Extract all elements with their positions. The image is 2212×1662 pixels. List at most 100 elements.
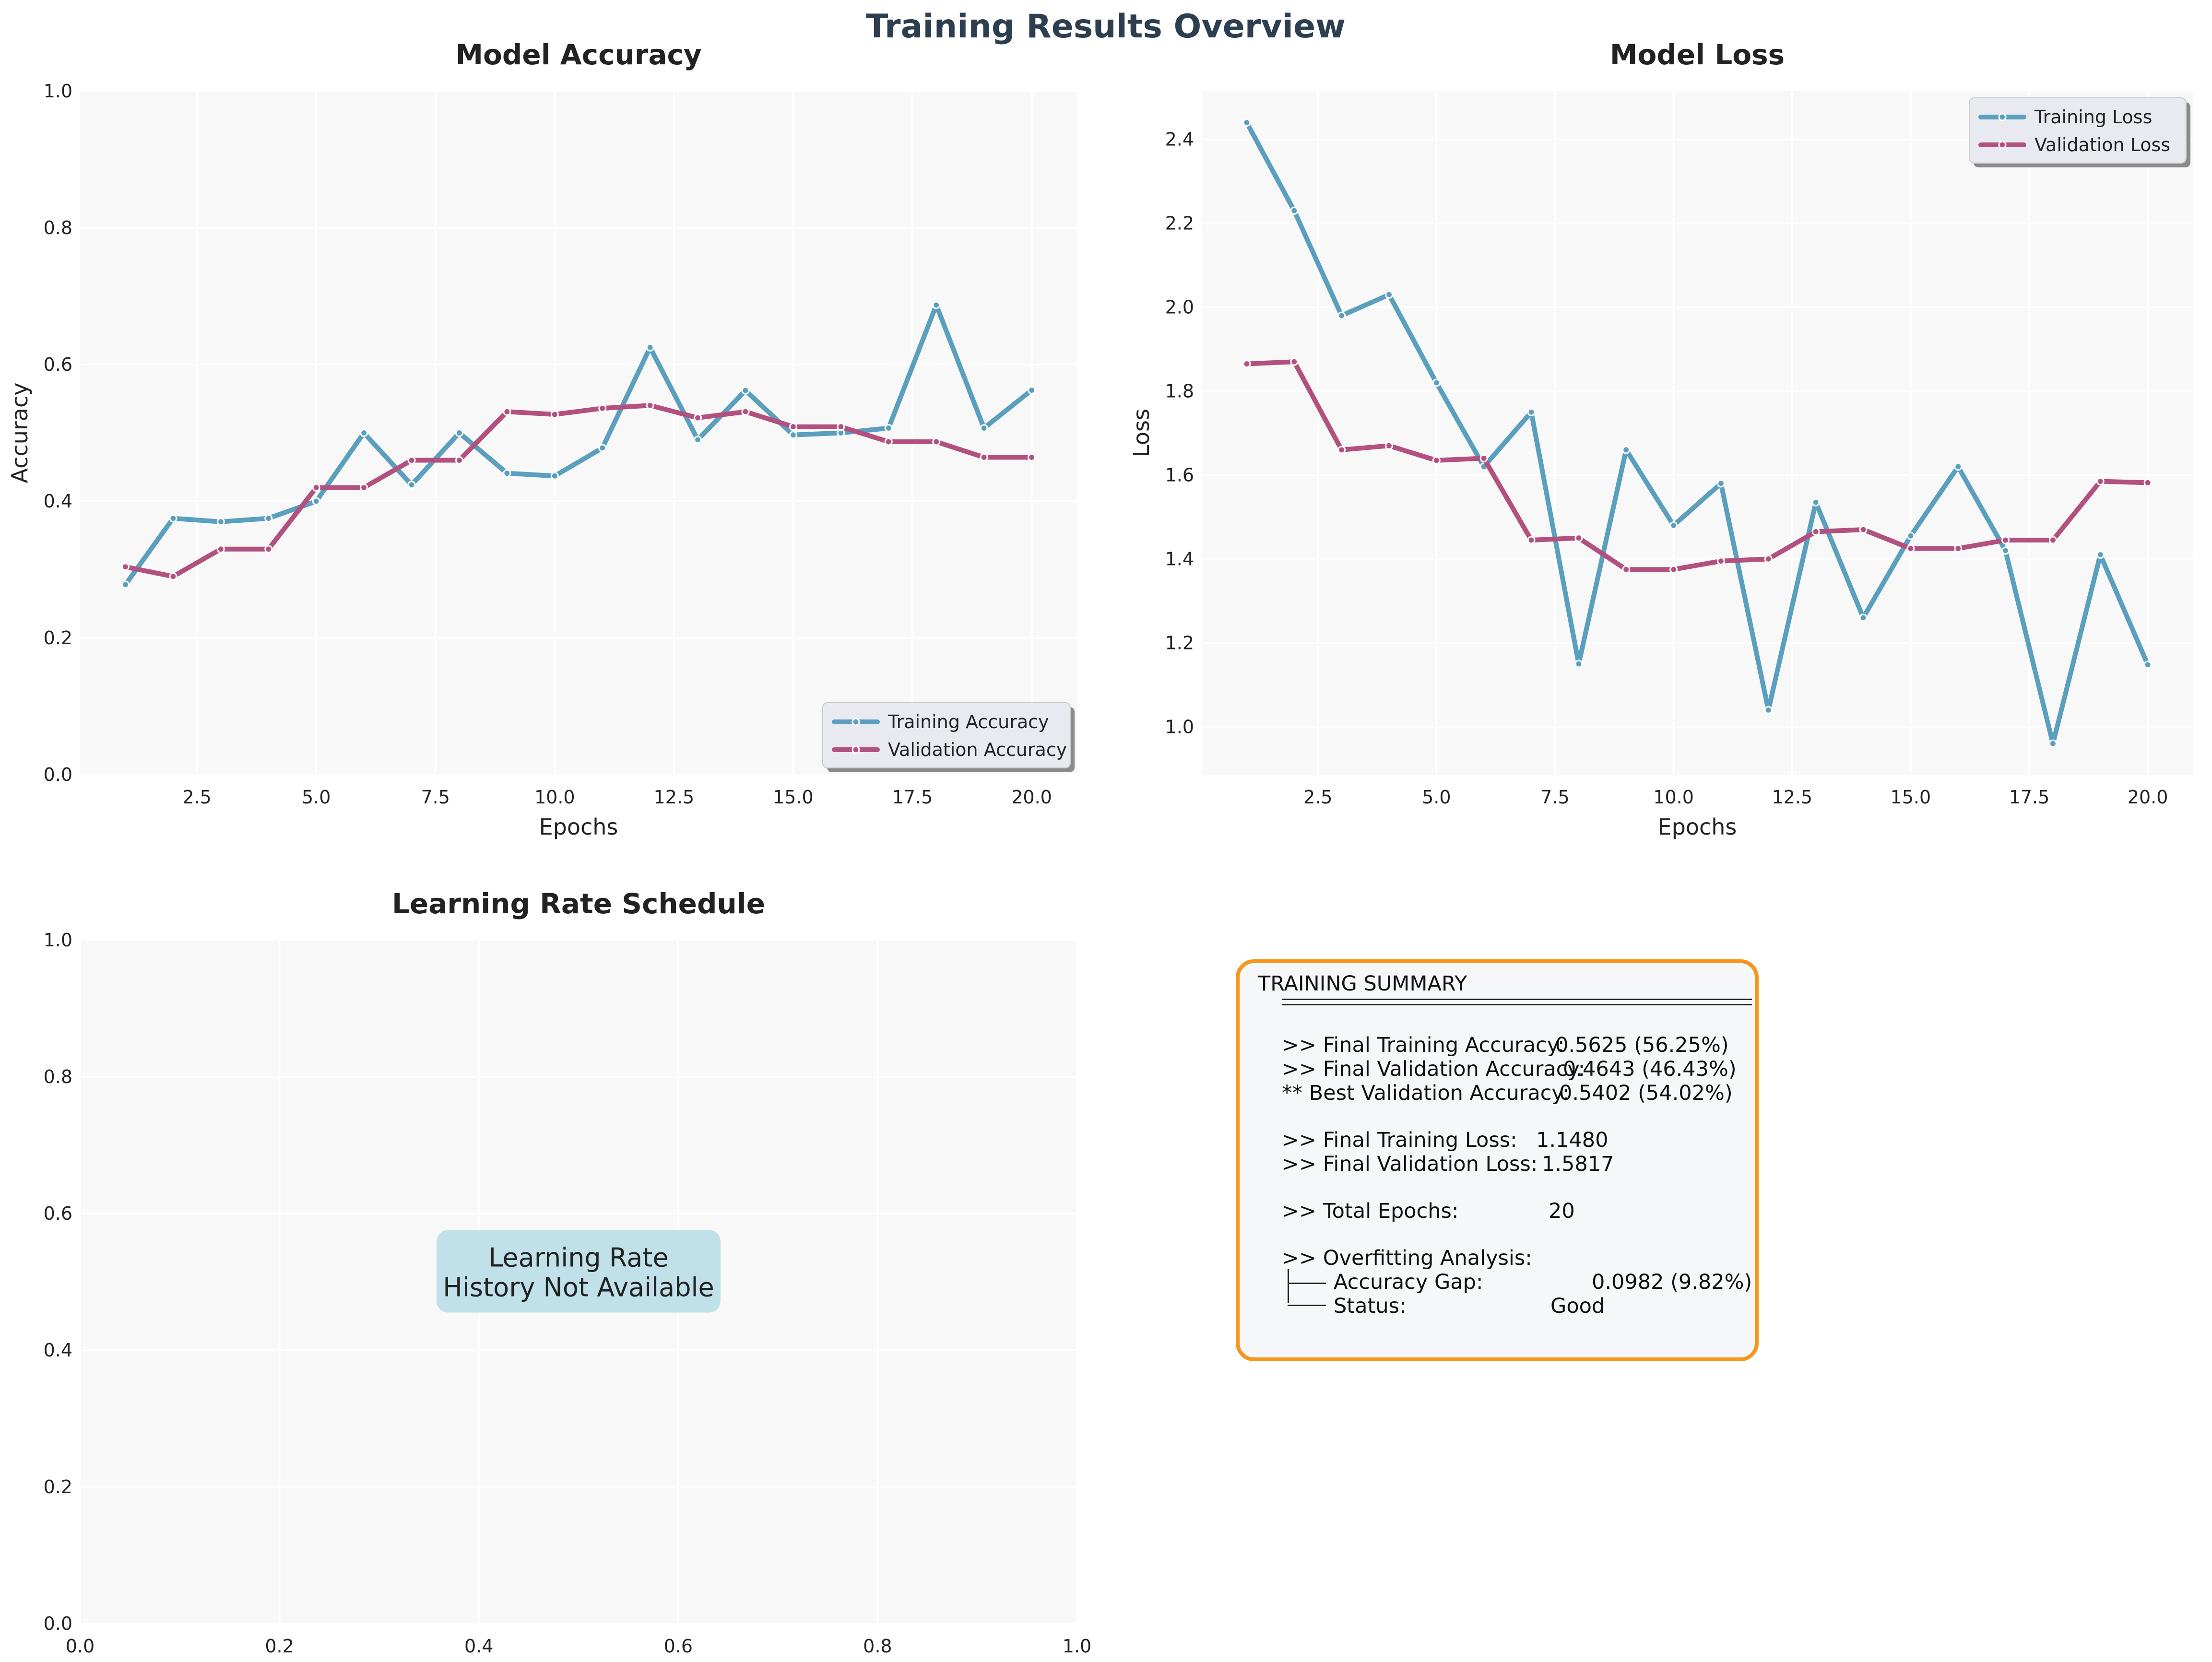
data-point — [360, 483, 368, 492]
data-point — [121, 580, 130, 589]
annotation-text: History Not Available — [443, 1273, 714, 1303]
data-point — [1290, 357, 1299, 366]
data-point — [980, 424, 988, 433]
data-point — [2143, 660, 2152, 669]
legend-marker — [852, 745, 860, 754]
x-tick-label: 7.5 — [1540, 787, 1569, 808]
data-point — [2048, 739, 2057, 748]
data-point — [1669, 565, 1678, 574]
data-point — [1811, 528, 1820, 536]
y-tick-label: 1.0 — [44, 930, 72, 951]
data-point — [455, 456, 463, 464]
data-point — [1527, 408, 1536, 416]
data-point — [1811, 498, 1820, 507]
data-point — [598, 404, 607, 413]
x-tick-label: 7.5 — [421, 787, 450, 808]
chart-title: Model Loss — [1610, 38, 1785, 71]
data-point — [789, 423, 797, 431]
legend: Training Loss Validation Loss — [1969, 97, 2190, 167]
accuracy-gap-value: 0.0982 (9.82%) — [1592, 1270, 1752, 1294]
series-line-1 — [123, 303, 1034, 587]
plot-area — [80, 91, 1077, 775]
y-tick-label: 1.8 — [1165, 380, 1194, 401]
data-point — [2001, 536, 2010, 544]
chart-panel-2: 2.5 5.0 7.5 10.0 12.5 15.0 17.5 20.0 1.0 1.2 1.4 1.… — [1128, 38, 2193, 840]
y-tick-label: 0.2 — [44, 1476, 72, 1497]
data-point — [1574, 534, 1583, 542]
data-point — [646, 343, 654, 352]
y-tick-label: 1.6 — [1165, 464, 1194, 485]
data-point — [360, 429, 368, 437]
total-epochs-value: 20 — [1549, 1199, 1575, 1223]
legend-label: Validation Accuracy — [888, 739, 1067, 760]
summary-title: TRAINING SUMMARY — [1258, 972, 1467, 996]
chart-title: Learning Rate Schedule — [392, 887, 765, 920]
x-tick-label: 2.5 — [182, 787, 211, 808]
data-point — [1384, 290, 1393, 299]
x-axis-label: Epochs — [539, 814, 618, 840]
x-tick-label: 17.5 — [892, 787, 933, 808]
y-axis-label: Accuracy — [7, 382, 33, 483]
x-axis-label: Epochs — [1658, 814, 1737, 840]
best-val-acc-label: ** Best Validation Accuracy: — [1282, 1081, 1570, 1105]
x-tick-label: 12.5 — [1772, 787, 1812, 808]
x-tick-label: 5.0 — [302, 787, 331, 808]
data-point — [1337, 446, 1346, 454]
x-tick-label: 0.2 — [265, 1636, 294, 1657]
x-tick-label: 20.0 — [2128, 787, 2168, 808]
data-point — [789, 431, 797, 439]
series-line-2 — [1244, 359, 2151, 572]
data-point — [1028, 453, 1036, 461]
status-value: Good — [1550, 1294, 1605, 1318]
x-tick-label: 5.0 — [1422, 787, 1451, 808]
x-tick-label: 20.0 — [1011, 787, 1052, 808]
x-tick-label: 15.0 — [773, 787, 814, 808]
data-point — [216, 518, 225, 526]
data-point — [1622, 565, 1631, 574]
y-tick-label: 1.2 — [1165, 632, 1194, 653]
x-tick-label: 0.0 — [66, 1636, 95, 1657]
data-point — [980, 453, 988, 461]
data-point — [1242, 118, 1251, 127]
data-point — [1432, 378, 1441, 387]
legend-marker — [852, 718, 860, 726]
data-point — [1954, 544, 1963, 553]
y-tick-label: 0.8 — [44, 1066, 72, 1087]
annotation-text: Learning Rate — [488, 1243, 668, 1273]
data-point — [1337, 311, 1346, 320]
y-tick-label: 1.0 — [1165, 716, 1194, 737]
series-line-2 — [123, 403, 1034, 579]
data-point — [312, 483, 320, 492]
overfitting-label: >> Overfitting Analysis: — [1282, 1246, 1532, 1270]
y-tick-label: 0.6 — [44, 1203, 72, 1224]
data-point — [2096, 477, 2105, 486]
data-point — [694, 436, 702, 444]
data-point — [1906, 544, 1915, 553]
data-point — [1028, 386, 1036, 394]
data-point — [264, 545, 273, 554]
data-point — [884, 424, 893, 433]
data-point — [1384, 441, 1393, 450]
chart-panel-3: 0.0 0.2 0.4 0.6 0.8 1.0 0.0 0.2 0.4 0.6 0.8 1.0 Lear… — [44, 887, 1092, 1657]
y-tick-label: 0.4 — [44, 1340, 72, 1361]
y-tick-label: 0.6 — [44, 354, 72, 375]
data-point — [550, 471, 559, 480]
data-point — [1432, 456, 1441, 465]
data-point — [1906, 531, 1915, 540]
data-point — [169, 514, 177, 523]
data-point — [264, 514, 273, 523]
series-line-1 — [1244, 120, 2151, 746]
plot-area — [1202, 91, 2193, 775]
x-tick-label: 17.5 — [2009, 787, 2050, 808]
y-tick-label: 0.0 — [44, 1613, 72, 1634]
data-point — [1954, 462, 1963, 471]
y-tick-label: 2.2 — [1165, 213, 1194, 234]
figure-title: Training Results Overview — [866, 8, 1346, 46]
data-point — [121, 563, 130, 571]
data-point — [741, 407, 750, 416]
legend: Training Accuracy Validation Accuracy — [822, 702, 1075, 772]
summary-divider — [1282, 999, 1752, 1000]
x-tick-label: 0.8 — [863, 1636, 892, 1657]
tree-connector — [1288, 1283, 1326, 1284]
